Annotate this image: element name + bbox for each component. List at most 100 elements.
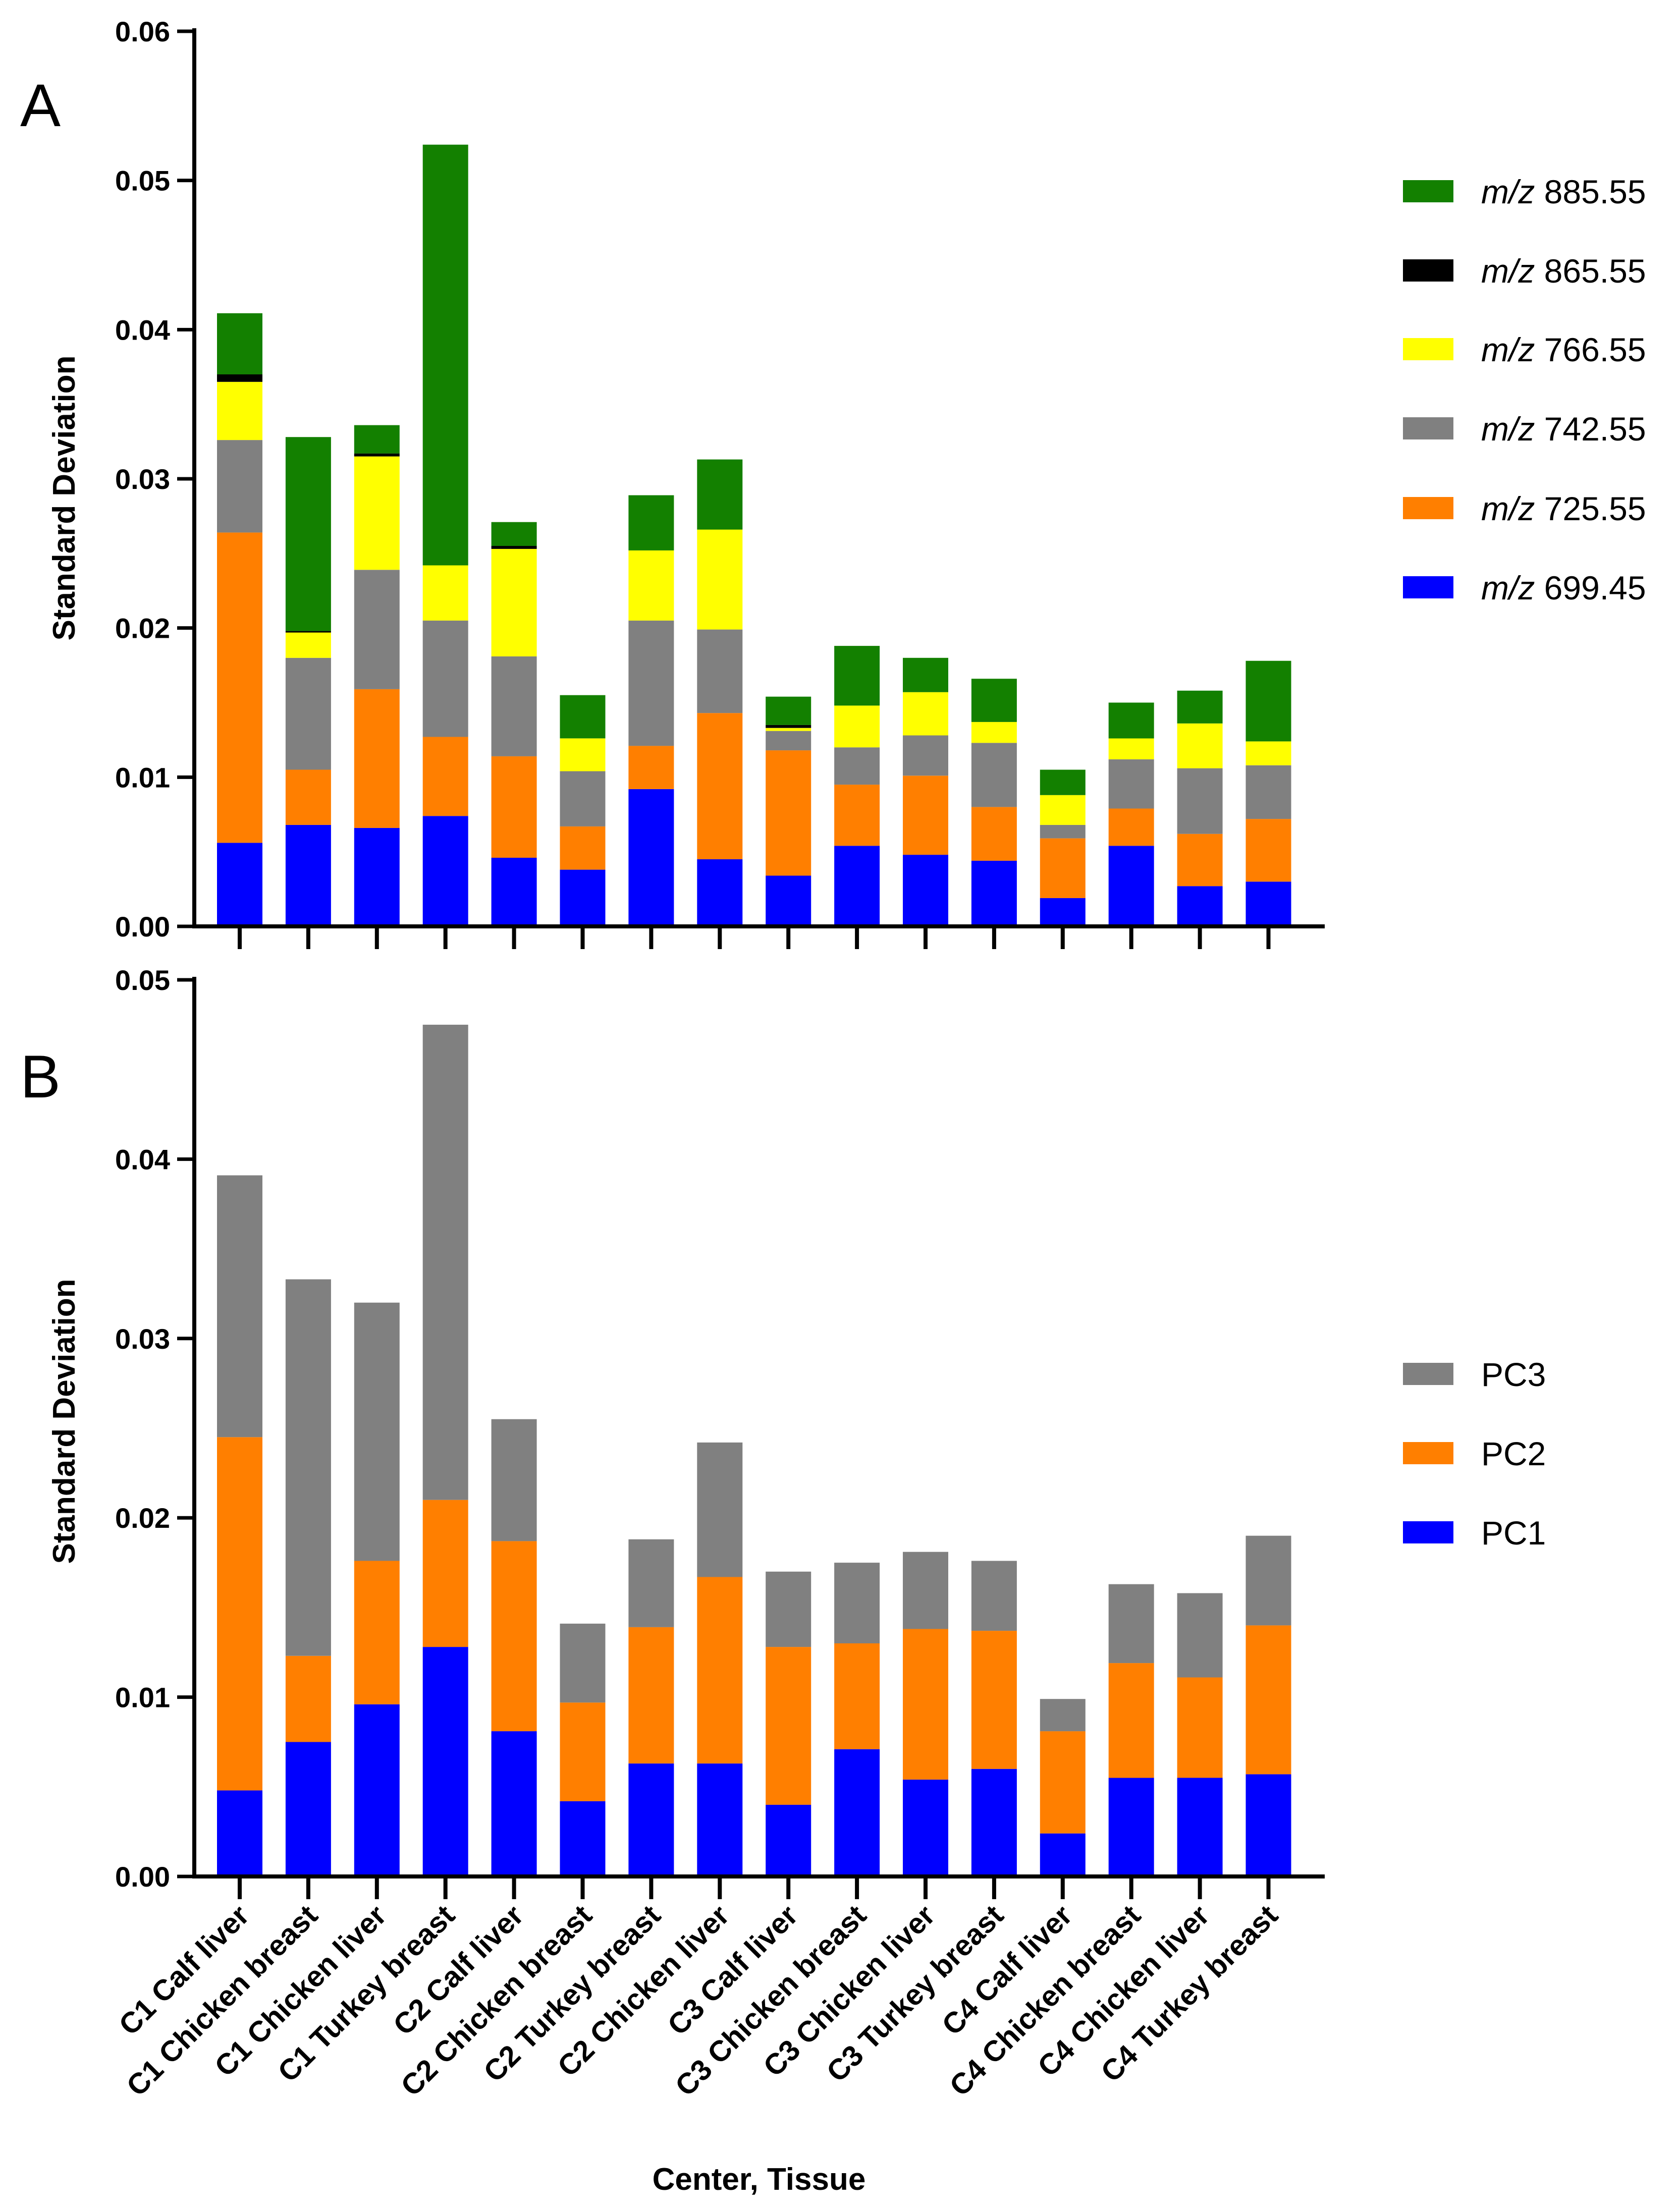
bar-segment-a-4-1 [491, 756, 537, 858]
bar-segment-a-1-2 [285, 657, 331, 770]
bar-segment-b-0-2 [217, 1175, 262, 1437]
bar-segment-a-6-0 [628, 789, 674, 926]
bar-segment-b-4-1 [491, 1541, 537, 1732]
bar-segment-b-3-0 [422, 1647, 468, 1876]
bar-segment-a-0-1 [217, 532, 262, 843]
bar-segment-b-14-2 [1177, 1593, 1223, 1678]
y-tick-label-a-3: 0.03 [115, 463, 170, 495]
bar-segment-a-3-2 [422, 620, 468, 737]
bar-segment-b-2-1 [354, 1561, 400, 1704]
bar-segment-a-8-3 [766, 728, 811, 731]
legend-swatch-b-1 [1403, 1442, 1453, 1464]
bar-segment-a-4-5 [491, 522, 537, 546]
legend-swatch-a-3 [1403, 417, 1453, 439]
bar-segment-a-2-0 [354, 827, 400, 926]
bar-segment-b-13-2 [1108, 1584, 1154, 1664]
legend-swatch-a-5 [1403, 576, 1453, 598]
bar-segment-a-5-0 [560, 869, 606, 926]
legend-label-a-5: m/z 699.45 [1481, 569, 1646, 606]
bar-segment-b-2-0 [354, 1704, 400, 1876]
bar-segment-b-8-0 [766, 1804, 811, 1876]
bar-segment-a-12-3 [1040, 795, 1086, 825]
bar-segment-a-4-3 [491, 549, 537, 656]
bar-segment-a-0-2 [217, 440, 262, 533]
bar-segment-b-7-0 [697, 1763, 743, 1876]
bar-segment-b-13-0 [1108, 1778, 1154, 1876]
bar-segment-b-13-1 [1108, 1663, 1154, 1778]
bar-segment-a-2-5 [354, 425, 400, 454]
legend-swatch-a-2 [1403, 338, 1453, 360]
y-tick-label-a-2: 0.02 [115, 613, 170, 644]
bar-segment-a-8-2 [766, 731, 811, 751]
legend-label-a-4: m/z 725.55 [1481, 490, 1646, 527]
y-tick-label-b-2: 0.02 [115, 1502, 170, 1534]
y-tick-label-a-6: 0.06 [115, 16, 170, 47]
legend-swatch-a-0 [1403, 180, 1453, 202]
bar-segment-a-1-1 [285, 769, 331, 825]
bar-segment-a-12-1 [1040, 838, 1086, 898]
bar-segment-a-13-2 [1108, 759, 1154, 809]
bar-segment-a-14-3 [1177, 723, 1223, 768]
bar-segment-b-5-2 [560, 1623, 606, 1703]
bar-segment-a-15-0 [1245, 881, 1291, 926]
bar-segment-b-4-2 [491, 1419, 537, 1541]
y-tick-label-a-4: 0.04 [115, 314, 170, 346]
panel-a-y-axis-title: Standard Deviation [47, 356, 82, 641]
bar-segment-b-12-2 [1040, 1699, 1086, 1732]
y-tick-label-b-0: 0.00 [115, 1861, 170, 1893]
legend-label-b-0: PC3 [1481, 1356, 1546, 1393]
bar-segment-b-5-1 [560, 1702, 606, 1801]
bar-segment-a-9-1 [834, 785, 880, 846]
bar-segment-a-8-0 [766, 875, 811, 926]
panel-a-label: A [20, 72, 61, 139]
bar-segment-b-8-1 [766, 1647, 811, 1805]
bar-segment-b-10-0 [903, 1780, 948, 1876]
bar-segment-a-13-0 [1108, 846, 1154, 926]
bar-segment-a-0-5 [217, 313, 262, 374]
bar-segment-b-10-1 [903, 1629, 948, 1780]
bar-segment-a-4-0 [491, 858, 537, 926]
panel-a-bars [217, 144, 1291, 926]
bar-segment-a-11-5 [971, 679, 1017, 722]
bar-segment-b-1-2 [285, 1279, 331, 1656]
bar-segment-a-1-0 [285, 824, 331, 926]
bar-segment-a-12-5 [1040, 769, 1086, 795]
bar-segment-b-3-1 [422, 1500, 468, 1647]
legend-label-b-1: PC2 [1481, 1435, 1546, 1472]
bar-segment-a-15-2 [1245, 765, 1291, 819]
panel-b-bars [217, 1024, 1291, 1876]
bar-segment-a-0-0 [217, 843, 262, 926]
panel-b-label: B [20, 1043, 61, 1111]
panel-a-legend: m/z 885.55 m/z 865.55 m/z 766.55 m/z 742.55… [1403, 173, 1646, 606]
bar-segment-b-0-1 [217, 1437, 262, 1791]
legend-swatch-b-2 [1403, 1521, 1453, 1543]
bar-segment-a-6-5 [628, 495, 674, 550]
panel-b-chart: B Standard Deviation 0.000.010.020.030.0… [20, 964, 1546, 2103]
bar-segment-b-15-1 [1245, 1625, 1291, 1775]
bar-segment-a-13-5 [1108, 702, 1154, 739]
bar-segment-b-6-0 [628, 1763, 674, 1876]
bar-segment-a-13-1 [1108, 808, 1154, 846]
bar-segment-a-14-1 [1177, 834, 1223, 887]
bar-segment-b-6-2 [628, 1539, 674, 1627]
bar-segment-a-5-5 [560, 695, 606, 739]
bar-segment-a-8-4 [766, 725, 811, 728]
bar-segment-a-12-0 [1040, 898, 1086, 926]
bar-segment-a-7-2 [697, 629, 743, 713]
bar-segment-a-1-4 [285, 631, 331, 633]
bar-segment-a-9-0 [834, 846, 880, 926]
bar-segment-a-4-2 [491, 656, 537, 756]
bar-segment-a-7-0 [697, 859, 743, 926]
bar-segment-a-9-3 [834, 705, 880, 748]
y-tick-label-a-5: 0.05 [115, 165, 170, 197]
bar-segment-a-6-1 [628, 746, 674, 789]
bar-segment-b-7-1 [697, 1577, 743, 1764]
bar-segment-a-7-3 [697, 529, 743, 630]
panel-b-axes: 0.00 0.01 0.02 0.03 0.04 0.05 [115, 964, 1325, 1899]
panel-b-y-axis-title: Standard Deviation [47, 1279, 82, 1564]
bar-segment-a-7-5 [697, 459, 743, 530]
legend-label-b-2: PC1 [1481, 1514, 1546, 1552]
bar-segment-a-0-4 [217, 374, 262, 382]
